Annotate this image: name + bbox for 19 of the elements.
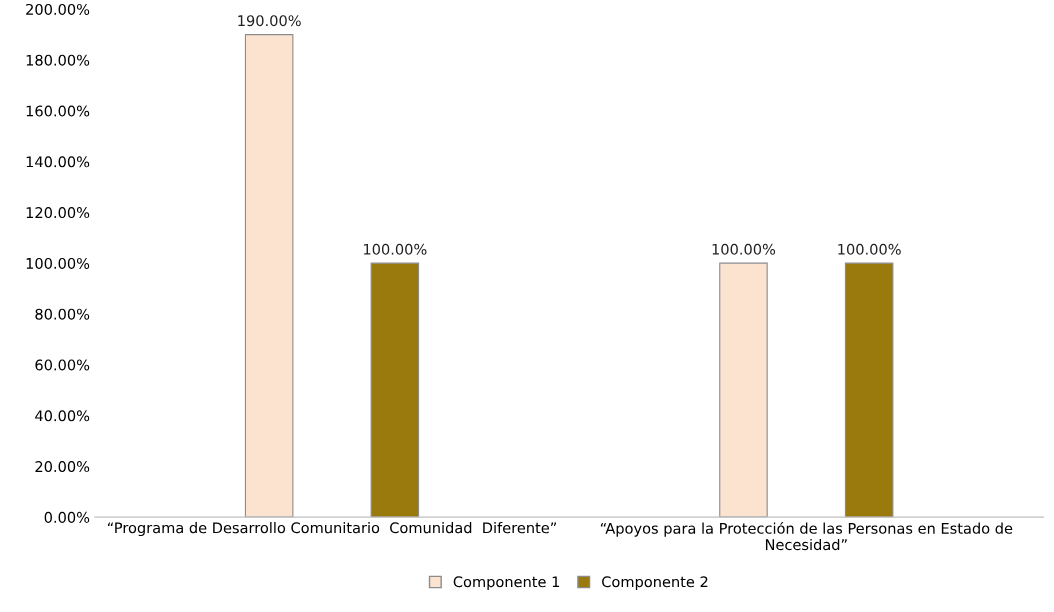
legend-label: Componente 2: [602, 576, 708, 591]
y-tick-label: 80.00%: [35, 308, 90, 320]
y-tick-label: 120.00%: [26, 207, 90, 219]
x-tick-label: “Apoyos para la Protección de las Personas en Estado de Necesidad”: [600, 522, 1013, 551]
data-label: 100.00%: [364, 243, 427, 255]
data-label: 100.00%: [838, 243, 901, 255]
y-tick-label: 140.00%: [26, 156, 90, 168]
y-tick-label: 0.00%: [44, 511, 90, 523]
legend-label: Componente 1: [453, 576, 560, 591]
y-tick-label: 100.00%: [26, 257, 90, 269]
y-tick-label: 60.00%: [35, 359, 90, 371]
data-label: 190.00%: [238, 15, 301, 27]
y-tick-label: 20.00%: [35, 461, 90, 473]
y-tick-label: 180.00%: [26, 54, 90, 66]
data-label: 100.00%: [712, 243, 776, 255]
y-tick-label: 40.00%: [35, 410, 90, 422]
x-tick-label: “Programa de Desarrollo Comunitario Comunidad Diferente”: [107, 522, 557, 537]
y-tick-label: 160.00%: [26, 105, 90, 117]
y-tick-label: 200.00%: [26, 3, 90, 15]
